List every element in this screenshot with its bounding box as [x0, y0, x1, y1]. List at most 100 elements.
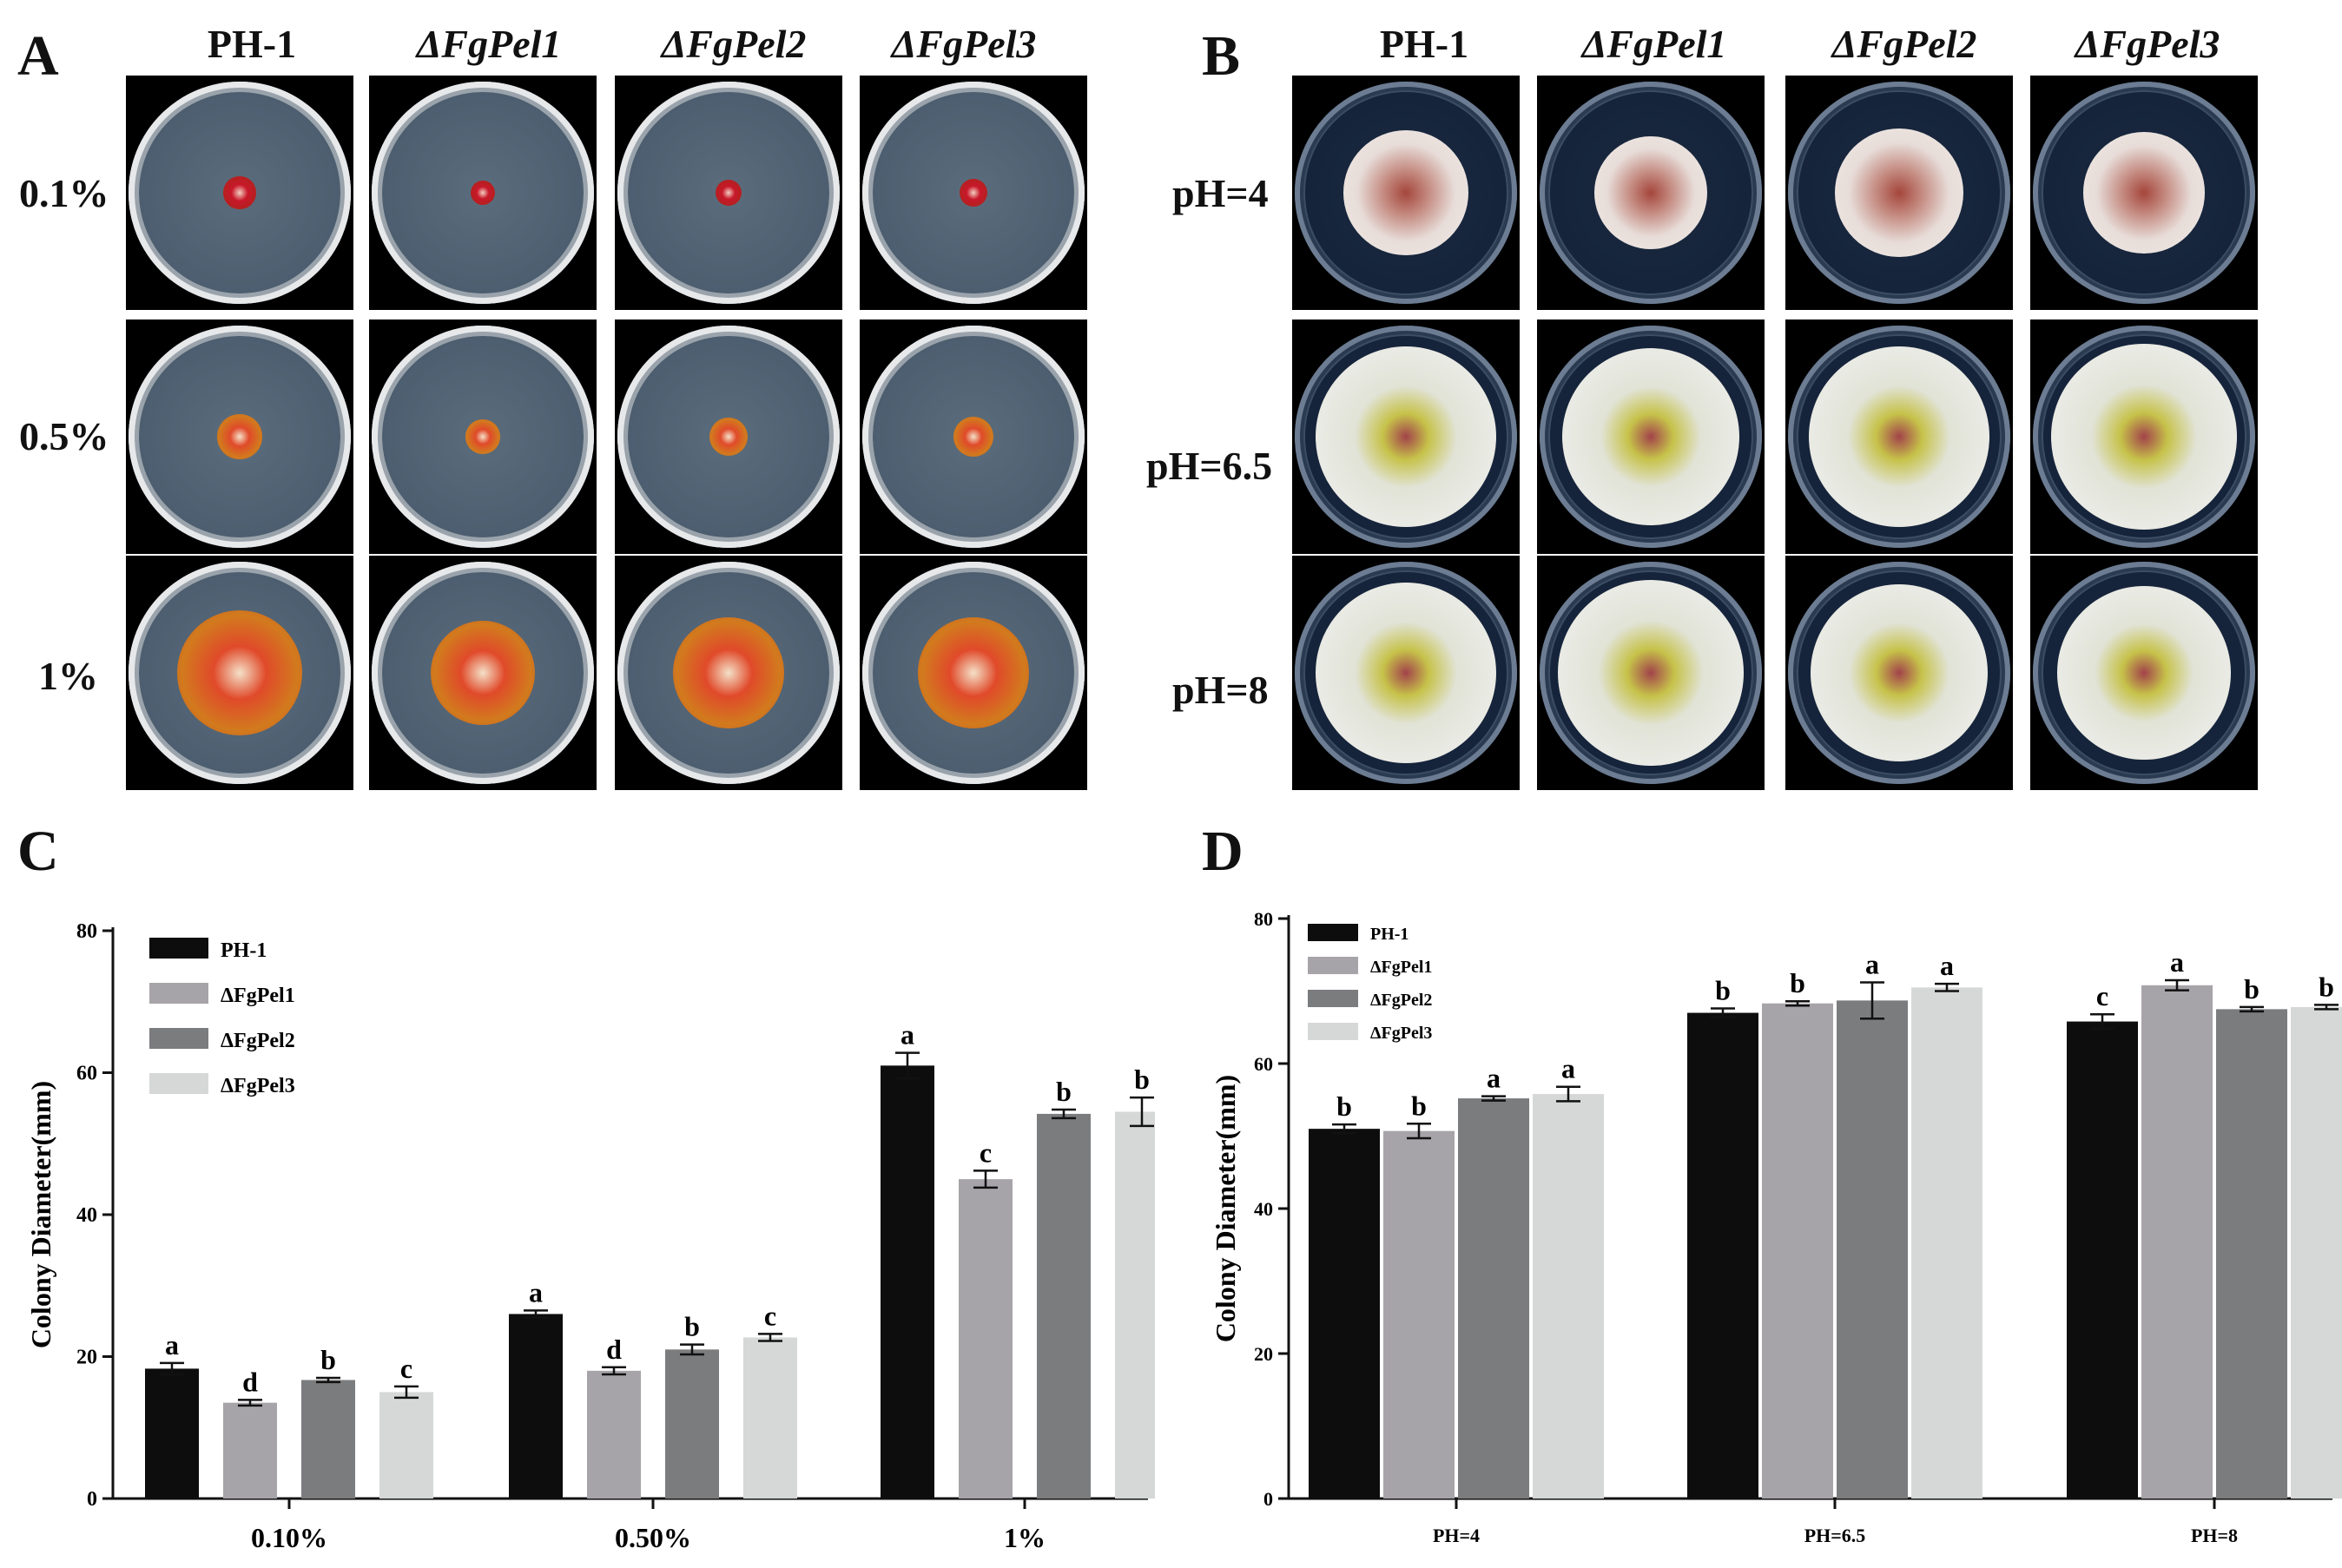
panel-a-plate-r1-c2: [369, 76, 597, 310]
y-axis-label: Colony Diameter(mm): [25, 1081, 56, 1348]
bar-PH-1-0.50%: [509, 1314, 563, 1499]
legend-swatch-1: [1308, 924, 1358, 941]
panel-b-col-label-4-text: ΔFgPel3: [2075, 22, 2220, 66]
fungal-colony: [918, 617, 1029, 728]
agar-surface: [2043, 336, 2245, 537]
fungal-colony: [2083, 132, 2205, 254]
significance-letter: b: [1336, 1090, 1352, 1122]
petri-dish: [1540, 562, 1762, 784]
chart-d: 0 20 40 60 80 Colony Diameter(mm) PH=4 b b a a PH=6…: [1210, 908, 2342, 1546]
agar-surface: [2043, 572, 2245, 774]
x-category-label: PH=6.5: [1804, 1525, 1866, 1546]
fungal-colony: [953, 416, 994, 458]
petri-dish: [1540, 82, 1762, 304]
y-tick-label: 80: [1254, 908, 1273, 930]
panel-b-plate-r3-c3: [1785, 556, 2013, 790]
panel-a-row-label-1: 0.1%: [19, 171, 109, 215]
bar-ΔFgPel3-0.50%: [743, 1337, 797, 1499]
panel-a-col-label-4-text: ΔFgPel3: [891, 22, 1037, 66]
fungal-colony: [217, 414, 262, 459]
legend-label-4: ΔFgPel3: [221, 1075, 295, 1097]
petri-dish: [617, 562, 840, 784]
agar-surface: [873, 336, 1074, 537]
significance-letter: a: [165, 1329, 179, 1360]
panel-b-col-label-3-text: ΔFgPel2: [1831, 22, 1977, 66]
bar-PH-1-1%: [881, 1065, 934, 1499]
panel-a-row-label-2: 0.5%: [19, 414, 109, 458]
legend-swatch-4: [149, 1073, 208, 1094]
bar-ΔFgPel1-0.10%: [223, 1402, 277, 1499]
significance-letter: b: [1790, 967, 1805, 998]
panel-a-plate-r3-c2: [369, 556, 597, 790]
y-tick-label: 60: [1254, 1053, 1273, 1075]
bar-PH-1-PH=6.5: [1687, 1012, 1758, 1499]
agar-surface: [873, 92, 1074, 293]
bar-PH-1-PH=4: [1309, 1129, 1380, 1499]
panel-a-plate-r2-c4: [860, 320, 1087, 554]
bar-ΔFgPel2-0.10%: [301, 1380, 355, 1499]
panel-letter-d: D: [1202, 820, 1244, 883]
petri-dish: [372, 82, 594, 304]
bar-ΔFgPel3-0.10%: [379, 1392, 433, 1499]
panel-b-col-label-2: ΔFgPel1: [1537, 24, 1771, 64]
significance-letter: b: [2244, 973, 2260, 1005]
bar-ΔFgPel2-PH=8: [2216, 1009, 2287, 1499]
bar-ΔFgPel2-1%: [1037, 1113, 1091, 1499]
agar-surface: [628, 92, 829, 293]
legend-swatch-2: [149, 983, 208, 1004]
bar-ΔFgPel2-PH=4: [1458, 1098, 1529, 1499]
significance-letter: b: [1134, 1064, 1150, 1095]
panel-a-col-label-2-text: ΔFgPel1: [416, 22, 562, 66]
panel-letter-a: A: [17, 24, 59, 88]
agar-surface: [139, 336, 340, 537]
significance-letter: c: [2096, 980, 2108, 1011]
legend-label-3: ΔFgPel2: [1370, 991, 1432, 1010]
x-category-label: 0.50%: [615, 1522, 691, 1553]
y-tick-label: 20: [1254, 1343, 1273, 1365]
petri-dish: [2033, 326, 2255, 548]
agar-surface: [873, 572, 1074, 774]
significance-letter: c: [400, 1353, 412, 1384]
fungal-colony: [1594, 136, 1707, 249]
panel-a-plate-r1-c4: [860, 76, 1087, 310]
fungal-colony: [465, 419, 500, 454]
petri-dish: [1788, 82, 2010, 304]
bar-ΔFgPel3-PH=6.5: [1911, 987, 1982, 1499]
significance-letter: a: [529, 1276, 543, 1308]
significance-letter: a: [1865, 948, 1879, 979]
panel-b-plate-r2-c3: [1785, 320, 2013, 554]
significance-letter: b: [1715, 975, 1731, 1006]
fungal-colony: [1315, 582, 1497, 764]
panel-a-col-label-3: ΔFgPel2: [617, 24, 851, 64]
panel-b-col-label-1: PH-1: [1379, 22, 1469, 66]
significance-letter: b: [684, 1311, 700, 1342]
bar-ΔFgPel1-PH=8: [2141, 985, 2213, 1499]
agar-surface: [1798, 572, 2000, 774]
fungal-colony: [1343, 130, 1468, 255]
fungal-colony: [223, 176, 256, 209]
panel-b-plate-r1-c1: [1292, 76, 1520, 310]
panel-a-plate-r3-c3: [615, 556, 842, 790]
panel-a-plate-r3-c4: [860, 556, 1087, 790]
fungal-colony: [673, 617, 784, 728]
bar-ΔFgPel3-1%: [1115, 1111, 1155, 1499]
y-tick-label: 40: [1254, 1198, 1273, 1220]
y-tick-label: 20: [76, 1347, 97, 1369]
panel-b-plate-r1-c3: [1785, 76, 2013, 310]
agar-surface: [382, 336, 584, 537]
fungal-colony: [1834, 128, 1964, 258]
panel-letter-c: C: [17, 820, 59, 883]
significance-letter: b: [1056, 1076, 1072, 1107]
significance-letter: d: [606, 1334, 622, 1365]
fungal-colony: [1808, 346, 1990, 528]
petri-dish: [129, 326, 351, 548]
legend-label-2: ΔFgPel1: [1370, 958, 1432, 977]
fungal-colony: [709, 417, 749, 457]
panel-b-col-label-2-text: ΔFgPel1: [1581, 22, 1727, 66]
y-tick-label: 0: [1263, 1488, 1273, 1510]
legend-swatch-1: [149, 938, 208, 959]
panel-a-col-label-4: ΔFgPel3: [847, 24, 1081, 64]
agar-surface: [382, 572, 584, 774]
petri-dish: [617, 326, 840, 548]
fungal-colony: [471, 181, 495, 205]
